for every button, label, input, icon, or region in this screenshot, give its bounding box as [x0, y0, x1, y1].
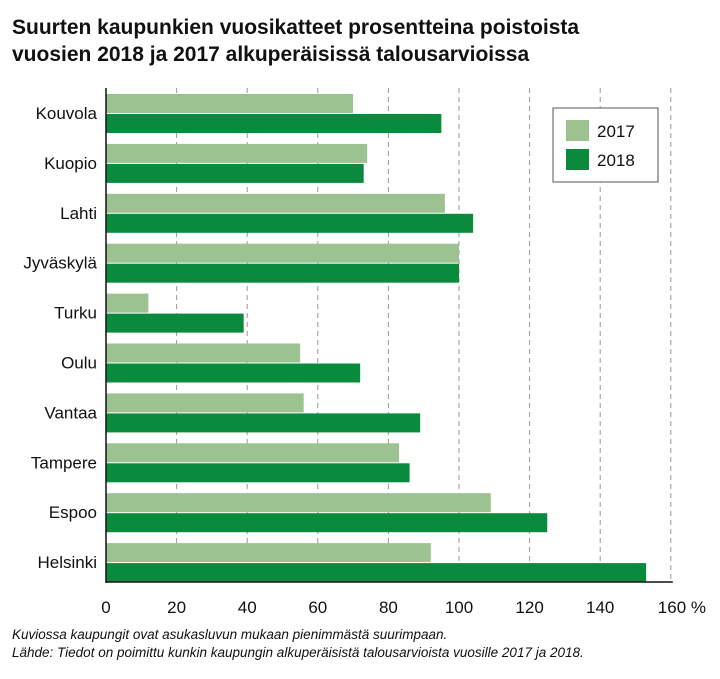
x-tick-label: 80: [379, 598, 398, 617]
category-label: Kuopio: [44, 154, 97, 173]
chart-title: Suurten kaupunkien vuosikatteet prosentt…: [12, 14, 712, 68]
category-label: Tampere: [31, 453, 97, 472]
bar-2017: [106, 443, 399, 463]
bar-2018: [106, 463, 410, 483]
bar-2017: [106, 493, 491, 513]
bar-2017: [106, 143, 368, 163]
x-tick-label: 120: [515, 598, 543, 617]
x-tick-label: 60: [308, 598, 327, 617]
x-tick-label: 140: [586, 598, 614, 617]
chart-note: Kuviossa kaupungit ovat asukasluvun muka…: [12, 627, 448, 642]
bar-2018: [106, 263, 459, 283]
category-label: Turku: [54, 304, 97, 323]
legend-label-2018: 2018: [597, 151, 635, 170]
category-label: Espoo: [49, 503, 97, 522]
bar-2018: [106, 114, 442, 133]
chart-title-line-1: Suurten kaupunkien vuosikatteet prosentt…: [12, 16, 580, 39]
bar-2017: [106, 243, 459, 263]
category-label: Kouvola: [36, 104, 98, 123]
bar-2018: [106, 213, 474, 233]
category-label: Lahti: [60, 204, 97, 223]
category-label: Jyväskylä: [23, 254, 97, 273]
bar-2017: [106, 94, 354, 113]
legend-label-2017: 2017: [597, 122, 635, 141]
x-tick-label: 20: [167, 598, 186, 617]
x-tick-label: 100: [445, 598, 473, 617]
x-tick-label: 160 %: [658, 598, 706, 617]
chart-source: Lähde: Tiedot on poimittu kunkin kaupung…: [12, 645, 584, 660]
bar-2017: [106, 393, 304, 413]
legend-swatch-2017: [566, 120, 589, 141]
x-tick-label: 0: [101, 598, 110, 617]
legend-box: [552, 107, 659, 183]
bar-2017: [106, 343, 301, 363]
chart-title-line-2: vuosien 2018 ja 2017 alkuperäisissä talo…: [12, 43, 530, 66]
bar-2018: [106, 163, 364, 183]
bar-2018: [106, 313, 244, 333]
category-label: Vantaa: [44, 403, 97, 422]
bar-2018: [106, 413, 421, 433]
bar-2017: [106, 293, 149, 313]
bar-2018: [106, 513, 548, 533]
category-label: Helsinki: [37, 553, 97, 572]
bar-2017: [106, 543, 431, 563]
bar-2018: [106, 563, 647, 583]
category-label: Oulu: [61, 354, 97, 373]
x-tick-label: 40: [238, 598, 257, 617]
bar-2018: [106, 363, 361, 383]
bar-2017: [106, 193, 445, 213]
legend-swatch-2018: [566, 149, 589, 170]
